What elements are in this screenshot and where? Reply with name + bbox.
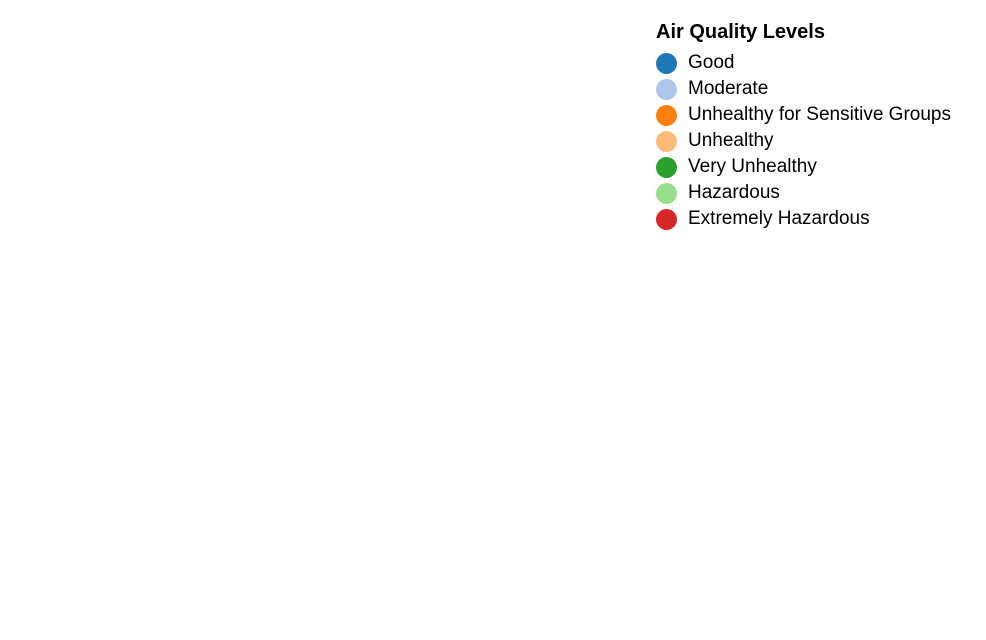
legend-swatch <box>656 130 677 152</box>
legend-swatch <box>656 208 677 230</box>
legend-title: Air Quality Levels <box>656 21 825 43</box>
legend-swatch <box>656 78 677 100</box>
chart-legend: Air Quality Levels Good Moderate Unhealthy… <box>656 19 976 232</box>
legend-label: Moderate <box>688 78 769 99</box>
legend-label: Very Unhealthy <box>688 156 817 177</box>
legend-label: Unhealthy for Sensitive Groups <box>688 104 951 125</box>
legend-entry: Hazardous <box>656 180 976 206</box>
legend-entry: Very Unhealthy <box>656 154 976 180</box>
legend-label: Good <box>688 52 735 73</box>
legend-swatch <box>656 156 677 178</box>
legend-label: Extremely Hazardous <box>688 208 870 229</box>
legend-entry: Moderate <box>656 76 976 102</box>
legend-swatch <box>656 52 677 74</box>
legend-label: Hazardous <box>688 182 780 203</box>
legend-entry: Unhealthy <box>656 128 976 154</box>
legend-entries: Good Moderate Unhealthy for Sensitive Grou… <box>656 50 976 232</box>
legend-label: Unhealthy <box>688 130 774 151</box>
chart-plot-area <box>0 0 640 640</box>
legend-entry: Unhealthy for Sensitive Groups <box>656 102 976 128</box>
legend-swatch <box>656 104 677 126</box>
legend-entry: Good <box>656 50 976 76</box>
legend-swatch <box>656 182 677 204</box>
legend-entry: Extremely Hazardous <box>656 206 976 232</box>
